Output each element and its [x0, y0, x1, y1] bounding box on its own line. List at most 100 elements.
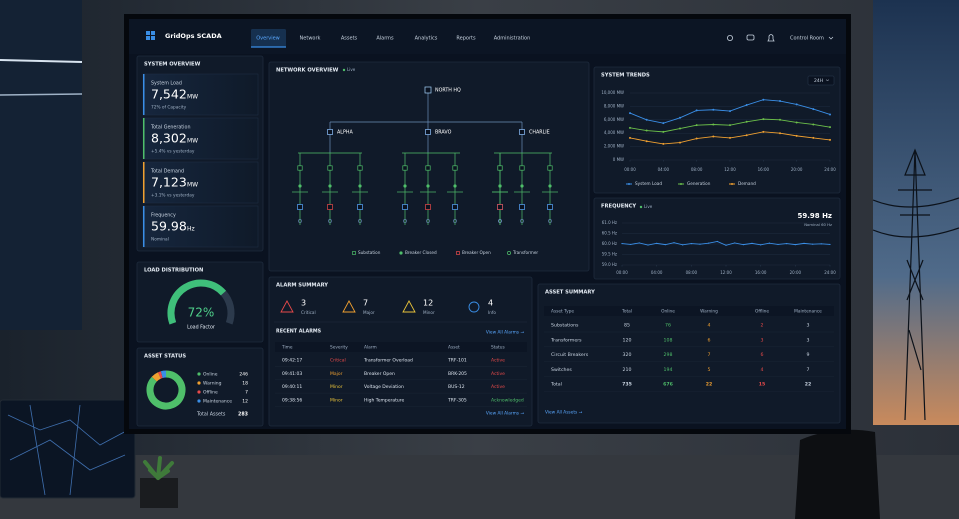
range-select[interactable] — [807, 75, 835, 86]
legend-label: Offline — [203, 390, 218, 396]
header-bar — [129, 19, 846, 54]
search-icon[interactable] — [727, 35, 734, 42]
legend-label: Transformer — [512, 250, 538, 255]
network-node — [402, 204, 408, 210]
x-tick-label: 08:00 — [691, 167, 703, 172]
nav-item[interactable]: Overview — [256, 36, 280, 42]
nav-item[interactable]: Administration — [494, 36, 531, 42]
link[interactable]: View All Assets → — [545, 410, 583, 416]
kpi-label: Total Demand — [150, 169, 184, 175]
node-label: ALPHA — [337, 130, 353, 136]
alarm-label: Info — [488, 310, 496, 315]
link[interactable]: View All Alarms → — [486, 411, 525, 417]
kpi-accent — [143, 162, 145, 203]
cell: 3 — [807, 337, 810, 343]
kpi-note: +3.1% vs yesterday — [151, 193, 195, 199]
frequency-nominal: Nominal 60 Hz — [804, 222, 832, 227]
network-node — [357, 165, 363, 171]
legend-count: 12 — [242, 399, 248, 405]
alarm-count: 4 — [488, 299, 493, 308]
gauge-caption: Load Factor — [187, 325, 215, 331]
total-value: 283 — [238, 412, 248, 418]
point — [829, 126, 831, 129]
network-node — [425, 165, 431, 171]
point — [638, 242, 640, 244]
cell: 3 — [807, 323, 810, 329]
alarm-label: Minor — [423, 310, 435, 315]
y-tick-label: 10,000 MW — [601, 90, 624, 95]
cell: 676 — [663, 382, 674, 388]
x-tick-label: 24:00 — [824, 167, 836, 172]
nav-item[interactable]: Analytics — [415, 36, 438, 42]
network-node — [357, 204, 363, 210]
legend-label: Generation — [687, 181, 711, 186]
ceiling-light — [0, 93, 83, 96]
kpi-value: 7,123 — [151, 175, 187, 190]
bell-icon[interactable] — [767, 34, 775, 42]
point — [725, 244, 727, 246]
column-header: Total — [621, 309, 632, 315]
column-header: Status — [491, 345, 505, 351]
network-node — [519, 204, 525, 210]
y-tick-label: 61.0 Hz — [602, 220, 617, 225]
point — [645, 118, 648, 121]
chat-icon[interactable] — [746, 34, 755, 41]
panel-title: ASSET STATUS — [144, 354, 186, 360]
cell: 22 — [805, 382, 812, 388]
range-label[interactable]: 24H — [814, 78, 823, 84]
transformer — [298, 219, 302, 223]
live-dot — [342, 68, 346, 72]
cell: 09:42:17 — [282, 358, 302, 364]
breaker — [520, 184, 524, 188]
cell: Circuit Breakers — [551, 352, 589, 358]
alarm-icon — [342, 300, 356, 313]
panel-title: FREQUENCY — [601, 204, 636, 210]
cell: 108 — [664, 337, 673, 343]
point — [679, 127, 681, 130]
nav-item[interactable]: Network — [300, 36, 321, 42]
transformer — [426, 219, 430, 223]
cell: Substations — [551, 323, 579, 329]
panel-title: SYSTEM OVERVIEW — [144, 62, 201, 68]
nav-item[interactable]: Reports — [456, 36, 476, 42]
nav-item[interactable]: Assets — [341, 36, 358, 42]
column-header: Maintenance — [794, 309, 822, 315]
cell: Minor — [330, 397, 343, 403]
legend-label: Warning — [203, 381, 222, 387]
chair — [795, 429, 880, 519]
x-tick-label: 00:00 — [624, 167, 636, 172]
network-node — [519, 129, 525, 135]
left-window — [0, 0, 82, 330]
user-menu[interactable]: Control Room — [790, 36, 824, 42]
gauge-fill — [167, 279, 227, 325]
cell: 7 — [807, 367, 810, 373]
column-header: Warning — [700, 309, 718, 315]
cell: BUS-12 — [448, 384, 465, 390]
point — [803, 242, 805, 244]
link[interactable]: View All Alarms → — [486, 330, 525, 336]
point — [729, 124, 731, 127]
node-label: CHARLIE — [529, 130, 550, 136]
point — [812, 123, 815, 126]
breaker — [298, 184, 302, 188]
x-tick-label: 08:00 — [686, 270, 698, 275]
point — [829, 113, 831, 116]
cell: Major — [330, 371, 343, 377]
point — [708, 242, 710, 244]
point — [768, 242, 770, 244]
kpi-unit: MW — [187, 182, 198, 189]
nav-item[interactable]: Alarms — [376, 36, 394, 42]
table-header-bg — [275, 342, 527, 352]
point — [795, 134, 798, 137]
cell: 15 — [759, 382, 766, 388]
total-label: Total Assets — [196, 412, 226, 418]
kpi-label: System Load — [151, 81, 182, 87]
plant — [143, 456, 174, 480]
legend-label: Breaker Closed — [405, 250, 437, 255]
cell: Breaker Open — [364, 371, 395, 377]
cell: TRF-101 — [447, 358, 467, 364]
x-tick-label: 16:00 — [755, 270, 767, 275]
live-label: Live — [347, 67, 356, 72]
point — [734, 242, 736, 244]
